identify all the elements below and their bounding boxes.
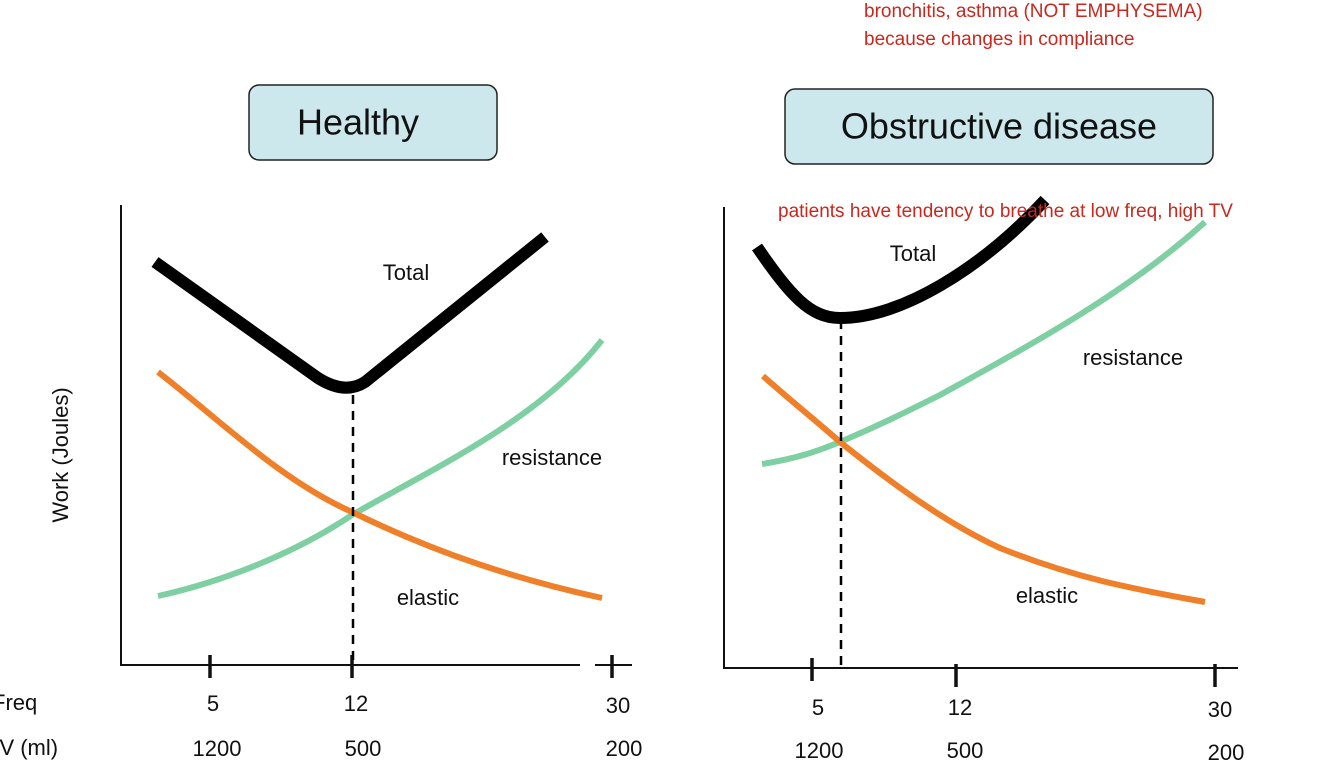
elastic-curve	[761, 373, 1206, 605]
resistance-curve	[761, 219, 1208, 467]
tick-label: 1200	[193, 736, 242, 761]
curve-label: elastic	[1016, 583, 1078, 608]
curve-label: Total	[890, 241, 936, 266]
tick-label: 30	[1208, 697, 1232, 722]
axes	[723, 207, 1238, 669]
title-box	[784, 88, 1214, 165]
tick-label: 500	[947, 738, 984, 763]
resistance-curve	[157, 338, 605, 599]
tick-label: 5	[812, 695, 824, 720]
row-label: Freq	[0, 690, 37, 715]
panel-title: Healthy	[297, 102, 419, 143]
annotation: bronchitis, asthma (NOT EMPHYSEMA)	[864, 1, 1203, 22]
total-curve	[151, 232, 549, 394]
annotation: because changes in compliance	[864, 29, 1134, 50]
total-curve	[752, 195, 1050, 325]
panel-title: Obstructive disease	[841, 106, 1157, 147]
row-label: TV (ml)	[0, 735, 58, 760]
tick-label: 200	[1208, 740, 1245, 765]
annotation: patients have tendency to breathe at low…	[778, 201, 1233, 222]
tick-label: 12	[948, 695, 972, 720]
tick-label: 200	[606, 736, 643, 761]
tick-label: 12	[344, 691, 368, 716]
curve-label: elastic	[397, 585, 459, 610]
curve-label: resistance	[502, 445, 602, 470]
tick-label: 30	[606, 693, 630, 718]
curve-label: Total	[383, 260, 429, 285]
y-axis-label: Work (Joules)	[48, 387, 73, 522]
tick-label: 5	[207, 691, 219, 716]
tick-label: 1200	[795, 738, 844, 763]
tick-label: 500	[345, 736, 382, 761]
title-box	[248, 84, 498, 161]
axes	[120, 205, 632, 666]
curve-label: resistance	[1083, 345, 1183, 370]
